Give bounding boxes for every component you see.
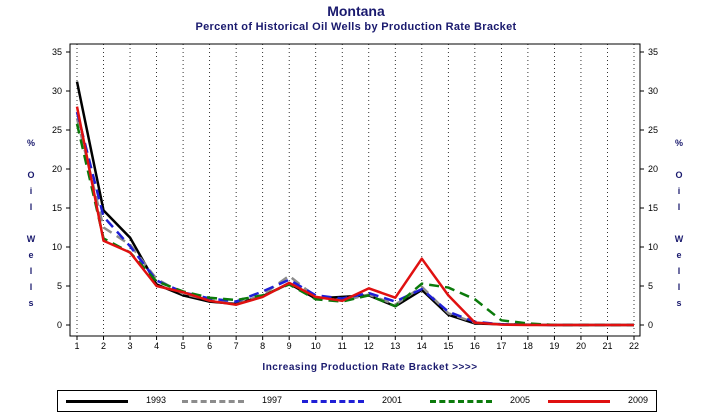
y-tick-label-right: 5	[648, 281, 653, 291]
y-tick-label-right: 20	[648, 164, 658, 174]
x-tick-label: 16	[470, 341, 480, 351]
y-tick-label-right: 30	[648, 86, 658, 96]
x-tick-label: 18	[523, 341, 533, 351]
legend-swatch	[548, 400, 610, 403]
plot-frame	[69, 43, 641, 337]
x-tick-label: 21	[602, 341, 612, 351]
x-tick-label: 11	[338, 341, 347, 351]
y-tick-label-left: 10	[52, 242, 62, 252]
chart-title: Montana	[327, 3, 385, 19]
series-line-2005	[75, 123, 634, 327]
y-tick-label-left: 30	[52, 86, 62, 96]
y-tick-label-right: 35	[648, 47, 658, 57]
series-line-2009	[75, 106, 634, 327]
x-tick-label: 15	[443, 341, 453, 351]
y-tick-label-right: 15	[648, 203, 658, 213]
legend-swatch	[302, 400, 364, 403]
y-tick-label-right: 0	[648, 320, 653, 330]
y-tick-label-left: 0	[57, 320, 62, 330]
legend-label: 1997	[262, 395, 283, 405]
x-tick-label: 13	[390, 341, 400, 351]
x-tick-label: 5	[181, 341, 186, 351]
x-tick-label: 20	[576, 341, 586, 351]
x-tick-label: 14	[417, 341, 427, 351]
series-line-1993	[75, 81, 634, 327]
x-tick-label: 2	[101, 341, 106, 351]
y-tick-label-left: 25	[52, 125, 62, 135]
x-tick-label: 3	[128, 341, 133, 351]
legend-swatch	[66, 400, 128, 403]
x-tick-label: 7	[234, 341, 239, 351]
x-tick-label: 8	[260, 341, 265, 351]
legend-label: 2009	[628, 395, 649, 405]
legend-label: 2001	[382, 395, 403, 405]
x-tick-label: 6	[207, 341, 212, 351]
x-tick-label: 17	[496, 341, 506, 351]
legend: 1993 1997 2001 2005 2009	[57, 390, 657, 412]
x-axis-label: Increasing Production Rate Bracket >>>>	[262, 362, 478, 373]
x-tick-label: 4	[154, 341, 159, 351]
y-tick-label-left: 5	[57, 281, 62, 291]
series-lines	[75, 81, 634, 327]
x-tick-label: 1	[74, 341, 79, 351]
y-tick-label-right: 25	[648, 125, 658, 135]
legend-label: 1993	[146, 395, 167, 405]
legend-swatch	[430, 400, 492, 403]
legend-label: 2005	[510, 395, 531, 405]
y-tick-label-left: 20	[52, 164, 62, 174]
y-tick-label-right: 10	[648, 242, 658, 252]
series-line-2001	[75, 111, 634, 327]
y-tick-label-left: 15	[52, 203, 62, 213]
chart-subtitle: Percent of Historical Oil Wells by Produ…	[195, 21, 517, 33]
x-tick-label: 22	[629, 341, 639, 351]
x-tick-label: 12	[364, 341, 374, 351]
x-tick-label: 10	[311, 341, 321, 351]
x-tick-label: 19	[549, 341, 559, 351]
x-tick-label: 9	[287, 341, 292, 351]
grid	[76, 44, 635, 336]
legend-swatch	[182, 400, 244, 403]
y-tick-label-left: 35	[52, 47, 62, 57]
axis-ticks: 1 2 3 4 5 6 7 8 9 10 11 12 13 14 15 16 17 18 19 20 21 220 05 51…	[52, 47, 658, 351]
